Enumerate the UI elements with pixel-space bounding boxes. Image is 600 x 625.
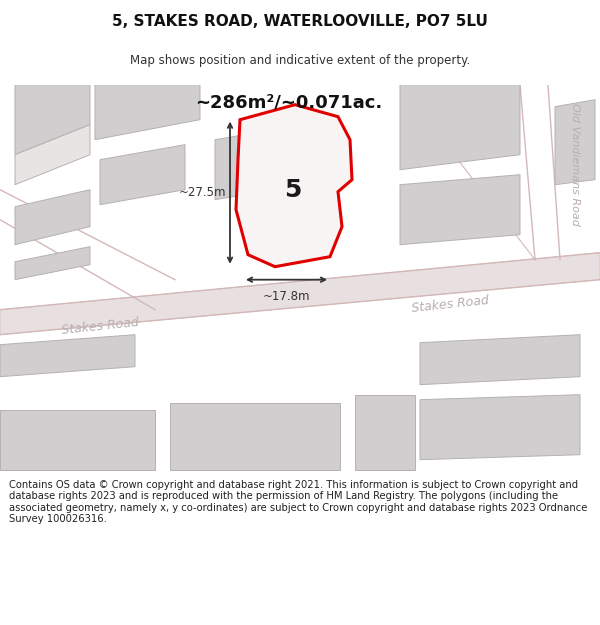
Polygon shape [0,410,155,470]
Text: Stakes Road: Stakes Road [411,294,489,315]
Polygon shape [0,335,135,377]
Text: ~27.5m: ~27.5m [179,186,226,199]
Polygon shape [400,84,520,169]
Polygon shape [355,395,415,470]
Polygon shape [420,335,580,384]
Text: 5: 5 [284,177,302,202]
Text: Contains OS data © Crown copyright and database right 2021. This information is : Contains OS data © Crown copyright and d… [9,479,587,524]
Polygon shape [555,99,595,185]
Polygon shape [170,402,340,470]
Polygon shape [95,84,200,139]
Polygon shape [236,104,352,267]
Polygon shape [0,253,600,335]
Polygon shape [215,125,305,200]
Polygon shape [400,174,520,244]
Text: ~17.8m: ~17.8m [263,290,310,302]
Polygon shape [15,84,90,154]
Text: ~286m²/~0.071ac.: ~286m²/~0.071ac. [195,94,382,112]
Text: Map shows position and indicative extent of the property.: Map shows position and indicative extent… [130,54,470,68]
Text: Stakes Road: Stakes Road [61,316,139,338]
Polygon shape [100,144,185,205]
Text: 5, STAKES ROAD, WATERLOOVILLE, PO7 5LU: 5, STAKES ROAD, WATERLOOVILLE, PO7 5LU [112,14,488,29]
Text: Old Vandiemans Road: Old Vandiemans Road [570,103,580,226]
Polygon shape [15,125,90,185]
Polygon shape [15,247,90,280]
Polygon shape [15,190,90,244]
Polygon shape [420,395,580,460]
